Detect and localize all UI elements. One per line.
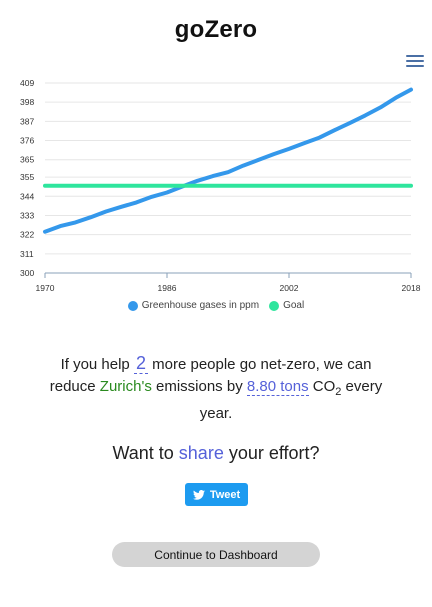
x-tick-label: 2002 [280, 283, 299, 293]
continue-dashboard-button[interactable]: Continue to Dashboard [112, 542, 320, 567]
hamburger-menu-icon[interactable] [406, 55, 424, 69]
message-text-3: emissions by [151, 378, 247, 395]
dashboard-button-label: Continue to Dashboard [154, 547, 278, 562]
legend-dot-goal [269, 300, 280, 311]
message-text-2: more people go net-zero, we can reduce [49, 356, 372, 395]
y-tick-label: 344 [20, 191, 34, 201]
x-tick-label: 1986 [158, 283, 177, 293]
emissions-chart: 300 311 322 333 344 355 365 376 387 398 409 1970 198… [20, 78, 421, 293]
y-tick-label: 376 [20, 136, 34, 146]
tweet-label: Tweet [209, 488, 241, 501]
co2-subscript: 2 [335, 386, 342, 398]
message-text-5: every year. [199, 378, 383, 422]
y-tick-label: 300 [20, 268, 34, 278]
legend-item-greenhouse[interactable]: Greenhouse gases in ppm [127, 300, 260, 311]
share-prompt: Want to share your effort? [0, 443, 432, 464]
legend-dot-greenhouse [127, 300, 138, 311]
y-tick-label: 398 [20, 97, 34, 107]
message-text-4: CO [308, 378, 336, 395]
share-suffix: your effort? [223, 443, 320, 463]
city-name: Zurich's [99, 378, 152, 395]
impact-message: If you help 2 more people go net-zero, w… [36, 352, 396, 425]
y-tick-label: 333 [20, 210, 34, 220]
x-tick-label: 1970 [36, 283, 55, 293]
share-link[interactable]: share [178, 443, 224, 463]
x-tick-label: 2018 [402, 283, 421, 293]
emissions-amount[interactable]: 8.80 tons [246, 378, 309, 396]
legend-label-greenhouse: Greenhouse gases in ppm [141, 300, 260, 311]
share-prefix: Want to [112, 443, 179, 463]
app-title: goZero [174, 16, 258, 43]
y-tick-label: 387 [20, 116, 34, 126]
tweet-button[interactable]: Tweet [185, 483, 248, 506]
y-tick-label: 355 [20, 172, 34, 182]
y-tick-label: 322 [20, 230, 34, 240]
series-line-greenhouse [43, 87, 413, 234]
y-tick-label: 365 [20, 155, 34, 165]
legend-label-goal: Goal [283, 300, 305, 311]
chart-legend: Greenhouse gases in ppm Goal [0, 300, 432, 311]
y-tick-label: 311 [20, 249, 34, 259]
twitter-bird-icon [192, 489, 205, 500]
y-tick-label: 409 [20, 78, 34, 88]
legend-item-goal[interactable]: Goal [269, 300, 304, 311]
message-text-1: If you help [60, 356, 134, 373]
people-count-input[interactable]: 2 [133, 353, 148, 374]
